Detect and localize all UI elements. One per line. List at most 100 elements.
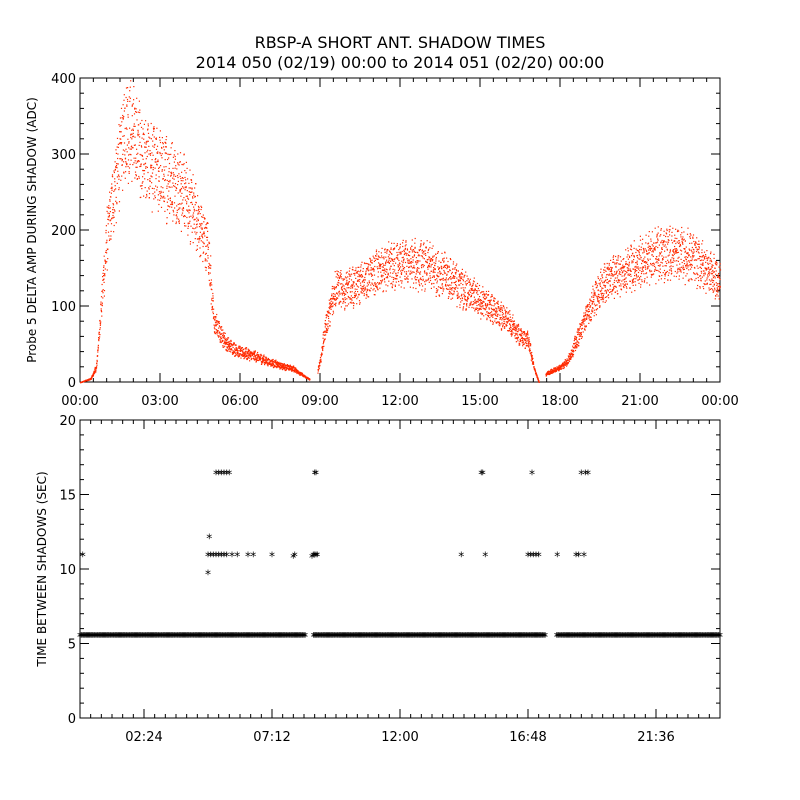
amplitude-point [369, 257, 371, 259]
amplitude-point [198, 237, 200, 239]
amplitude-point [670, 259, 672, 261]
amplitude-point [288, 369, 290, 371]
amplitude-point [172, 156, 174, 158]
amplitude-point [378, 283, 380, 285]
amplitude-point [367, 263, 369, 265]
amplitude-point [530, 355, 532, 357]
amplitude-point [629, 248, 632, 250]
amplitude-point [398, 251, 400, 253]
amplitude-point [608, 297, 610, 299]
amplitude-point [683, 268, 685, 270]
amplitude-point [575, 342, 577, 344]
amplitude-point [226, 346, 228, 348]
amplitude-point [128, 154, 130, 156]
amplitude-point [257, 357, 259, 359]
amplitude-point [624, 274, 626, 276]
amplitude-point [607, 273, 609, 276]
amplitude-point [474, 300, 476, 302]
amplitude-point [247, 348, 249, 350]
amplitude-point [133, 162, 135, 164]
amplitude-point [648, 231, 650, 233]
amplitude-point [185, 195, 187, 197]
amplitude-point [335, 286, 337, 288]
amplitude-point [493, 305, 495, 307]
amplitude-point [220, 336, 222, 338]
amplitude-point [258, 355, 260, 357]
amplitude-point [523, 341, 525, 343]
amplitude-point [404, 278, 406, 280]
amplitude-point [207, 222, 209, 224]
amplitude-point [517, 336, 519, 338]
amplitude-point [352, 297, 354, 299]
amplitude-point [599, 306, 601, 308]
amplitude-point [220, 333, 222, 335]
amplitude-point [493, 299, 495, 301]
amplitude-point [202, 214, 204, 216]
amplitude-point [144, 178, 146, 180]
amplitude-point [133, 99, 135, 101]
amplitude-point [686, 252, 688, 254]
amplitude-point [497, 301, 499, 303]
amplitude-point [588, 322, 590, 324]
amplitude-point [654, 247, 656, 249]
amplitude-point [184, 189, 186, 191]
amplitude-point [526, 333, 528, 336]
amplitude-point [397, 254, 399, 256]
amplitude-point [166, 187, 168, 189]
amplitude-point [272, 361, 274, 363]
amplitude-point [519, 340, 521, 342]
amplitude-point [587, 313, 589, 316]
amplitude-point [115, 166, 117, 168]
amplitude-point [550, 368, 553, 370]
amplitude-point [672, 250, 674, 252]
amplitude-point [159, 141, 162, 144]
amplitude-point [574, 345, 576, 348]
amplitude-point [166, 201, 168, 203]
amplitude-point [345, 305, 347, 307]
amplitude-point [622, 266, 624, 269]
amplitude-point [367, 266, 369, 268]
amplitude-point [441, 284, 443, 286]
amplitude-point [147, 123, 149, 125]
amplitude-point [631, 291, 633, 293]
amplitude-point [217, 322, 219, 324]
amplitude-point [244, 348, 246, 350]
amplitude-point [423, 258, 425, 260]
amplitude-point [563, 366, 565, 369]
amplitude-point [458, 284, 460, 286]
amplitude-point [109, 211, 111, 213]
amplitude-point [257, 351, 259, 354]
amplitude-point [149, 153, 151, 155]
amplitude-point [141, 185, 143, 187]
amplitude-point [443, 288, 445, 290]
amplitude-point [504, 309, 506, 311]
amplitude-point [393, 248, 395, 250]
amplitude-point [173, 178, 175, 180]
amplitude-point [164, 210, 166, 212]
amplitude-point [376, 253, 378, 255]
amplitude-point [110, 223, 113, 225]
amplitude-point [486, 311, 488, 313]
amplitude-point [415, 287, 417, 290]
amplitude-point [331, 288, 333, 290]
amplitude-point [475, 285, 477, 287]
amplitude-point [417, 252, 419, 254]
amplitude-point [162, 142, 164, 144]
amplitude-point [461, 293, 463, 295]
amplitude-point [591, 309, 593, 311]
amplitude-point [638, 250, 640, 252]
amplitude-point [165, 152, 167, 155]
amplitude-point [235, 349, 237, 351]
amplitude-point [637, 279, 639, 281]
amplitude-point [605, 279, 607, 281]
amplitude-point [380, 283, 382, 285]
amplitude-point [615, 286, 617, 288]
amplitude-point [421, 255, 423, 258]
amplitude-point [140, 165, 142, 167]
amplitude-point [624, 270, 626, 272]
amplitude-point [225, 348, 227, 351]
amplitude-point [168, 153, 170, 156]
amplitude-point [122, 104, 124, 106]
amplitude-point [599, 279, 601, 281]
amplitude-point [252, 356, 255, 358]
